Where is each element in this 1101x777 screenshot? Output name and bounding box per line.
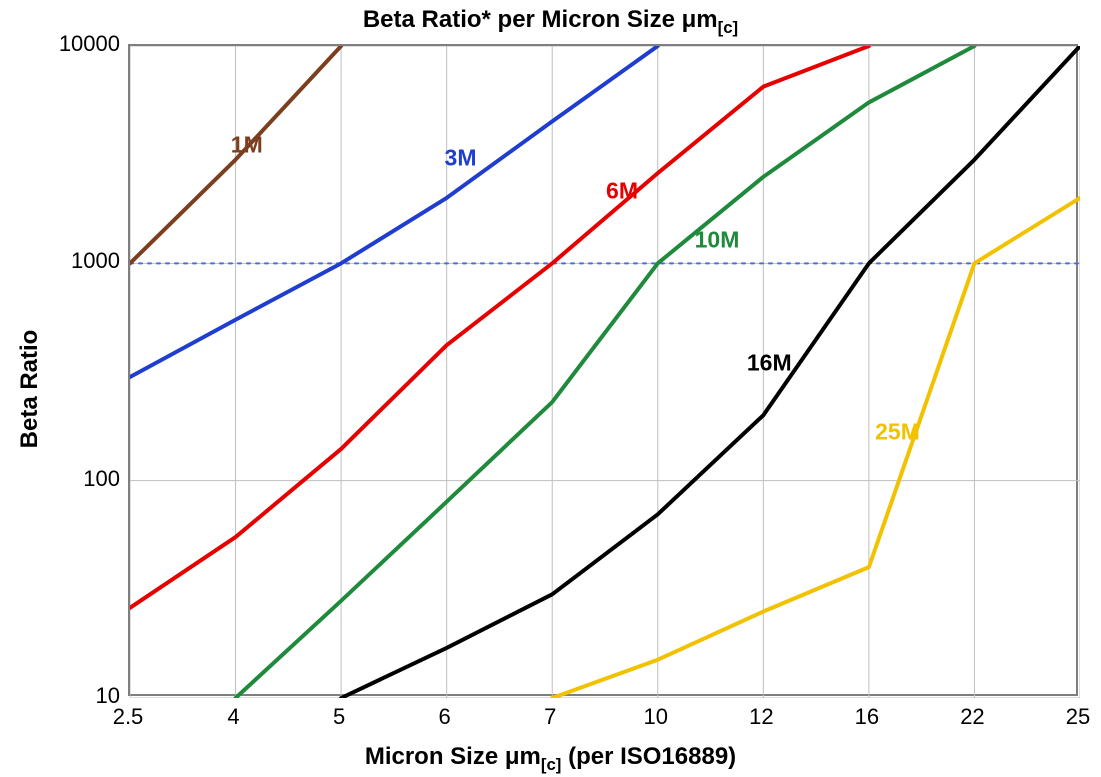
x-axis-label: Micron Size μm[c] (per ISO16889) xyxy=(0,743,1101,775)
x-tick-label: 4 xyxy=(227,704,239,730)
y-axis-label: Beta Ratio xyxy=(16,329,44,448)
x-tick-label: 25 xyxy=(1066,704,1090,730)
title-subscript: [c] xyxy=(718,18,739,37)
y-tick-label: 10 xyxy=(96,683,120,709)
y-tick-label: 10000 xyxy=(59,31,120,57)
x-tick-label: 22 xyxy=(960,704,984,730)
x-tick-label: 6 xyxy=(439,704,451,730)
series-label: 6M xyxy=(606,177,638,204)
xlabel-subscript: [c] xyxy=(541,755,562,774)
x-tick-label: 12 xyxy=(749,704,773,730)
plot-area xyxy=(128,44,1078,696)
x-tick-label: 16 xyxy=(855,704,879,730)
y-tick-label: 100 xyxy=(83,466,120,492)
plot-svg xyxy=(130,46,1080,698)
series-label: 1M xyxy=(231,132,263,159)
xlabel-suffix: (per ISO16889) xyxy=(561,743,736,770)
title-symbol: μm xyxy=(682,6,718,33)
x-tick-label: 10 xyxy=(644,704,668,730)
x-tick-label: 7 xyxy=(544,704,556,730)
series-label: 10M xyxy=(695,226,740,253)
xlabel-prefix: Micron Size xyxy=(365,743,505,770)
series-label: 16M xyxy=(747,350,792,377)
chart-container: Beta Ratio* per Micron Size μm[c] Beta R… xyxy=(0,0,1101,777)
title-text-prefix: Beta Ratio* per Micron Size xyxy=(363,6,682,33)
chart-title: Beta Ratio* per Micron Size μm[c] xyxy=(0,6,1101,38)
x-tick-label: 5 xyxy=(333,704,345,730)
series-label: 25M xyxy=(875,418,920,445)
xlabel-symbol: μm xyxy=(505,743,541,770)
y-tick-label: 1000 xyxy=(71,248,120,274)
series-label: 3M xyxy=(445,145,477,172)
